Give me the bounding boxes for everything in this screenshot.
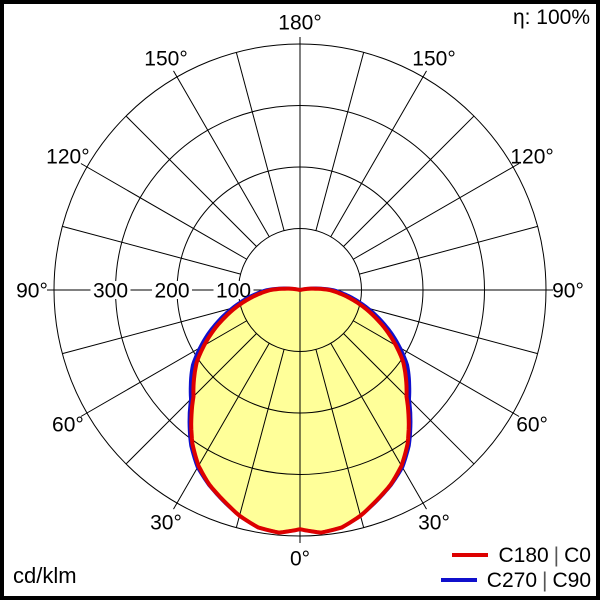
radial-label-halo xyxy=(90,281,131,299)
grid-spoke-195 xyxy=(235,52,285,231)
grid-spoke-345 xyxy=(235,349,285,528)
angle-label-60-left: 60° xyxy=(52,413,84,436)
grid-spoke-105 xyxy=(359,225,538,275)
angle-label-150: 150° xyxy=(412,47,455,70)
radial-label-halo xyxy=(152,281,192,299)
grid-spoke-30 xyxy=(330,343,427,510)
unit-label: cd/klm xyxy=(13,563,77,588)
grid-spoke-75 xyxy=(359,305,538,355)
angle-label-60: 60° xyxy=(516,413,548,436)
legend-label-part: C90 xyxy=(552,568,591,592)
grid-spoke-285 xyxy=(62,305,241,355)
angle-label-150-left: 150° xyxy=(144,47,187,70)
angle-label-180: 180° xyxy=(278,11,321,34)
radial-tick-label-200: 200 xyxy=(154,279,189,302)
legend-separator: | xyxy=(553,543,560,567)
radial-tick-label-300: 300 xyxy=(93,279,128,302)
angle-label-120: 120° xyxy=(510,145,553,168)
grid-spoke-225 xyxy=(125,115,257,247)
legend-line-red xyxy=(452,553,489,558)
legend-item-c180-c0: C180 | C0 xyxy=(452,544,591,567)
intensity-curve-c180-c0 xyxy=(189,286,411,535)
legend-label-part: C270 xyxy=(486,568,537,592)
grid-spoke-255 xyxy=(62,225,241,275)
angle-label-30-left: 30° xyxy=(150,511,182,534)
grid-spoke-300 xyxy=(80,320,247,417)
angle-label-0: 0° xyxy=(290,547,310,570)
legend: C180 | C0 C270 | C90 xyxy=(440,544,591,592)
radial-tick-label-100: 100 xyxy=(216,279,251,302)
legend-line-blue xyxy=(440,578,477,583)
angle-label-90-left: 90° xyxy=(16,279,48,302)
grid-spoke-240 xyxy=(80,163,247,260)
grid-spoke-15 xyxy=(315,349,365,528)
grid-spoke-165 xyxy=(315,52,365,231)
grid-spoke-210 xyxy=(173,70,270,237)
grid-spoke-60 xyxy=(353,320,520,417)
legend-separator: | xyxy=(542,568,548,592)
grid-spoke-120 xyxy=(353,163,520,260)
efficiency-label: η: 100% xyxy=(512,6,590,29)
grid-spoke-330 xyxy=(173,343,270,510)
angle-label-120-left: 120° xyxy=(46,145,89,168)
angle-label-30: 30° xyxy=(418,511,450,534)
legend-label-part: C180 xyxy=(498,543,549,567)
legend-item-c270-c90: C270 | C90 xyxy=(440,568,591,592)
legend-label-part: C0 xyxy=(564,543,591,567)
grid-spoke-150 xyxy=(330,70,427,237)
grid-spoke-135 xyxy=(343,115,475,247)
radial-label-halo xyxy=(213,281,254,299)
angle-label-90: 90° xyxy=(552,279,584,302)
